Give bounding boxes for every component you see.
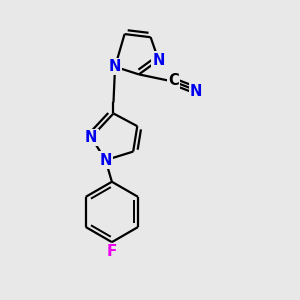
Text: N: N — [109, 59, 121, 74]
Text: N: N — [99, 153, 112, 168]
Text: N: N — [85, 130, 98, 145]
Text: C: C — [169, 73, 179, 88]
Text: N: N — [152, 52, 165, 68]
Text: N: N — [190, 84, 202, 99]
Text: F: F — [107, 244, 117, 259]
